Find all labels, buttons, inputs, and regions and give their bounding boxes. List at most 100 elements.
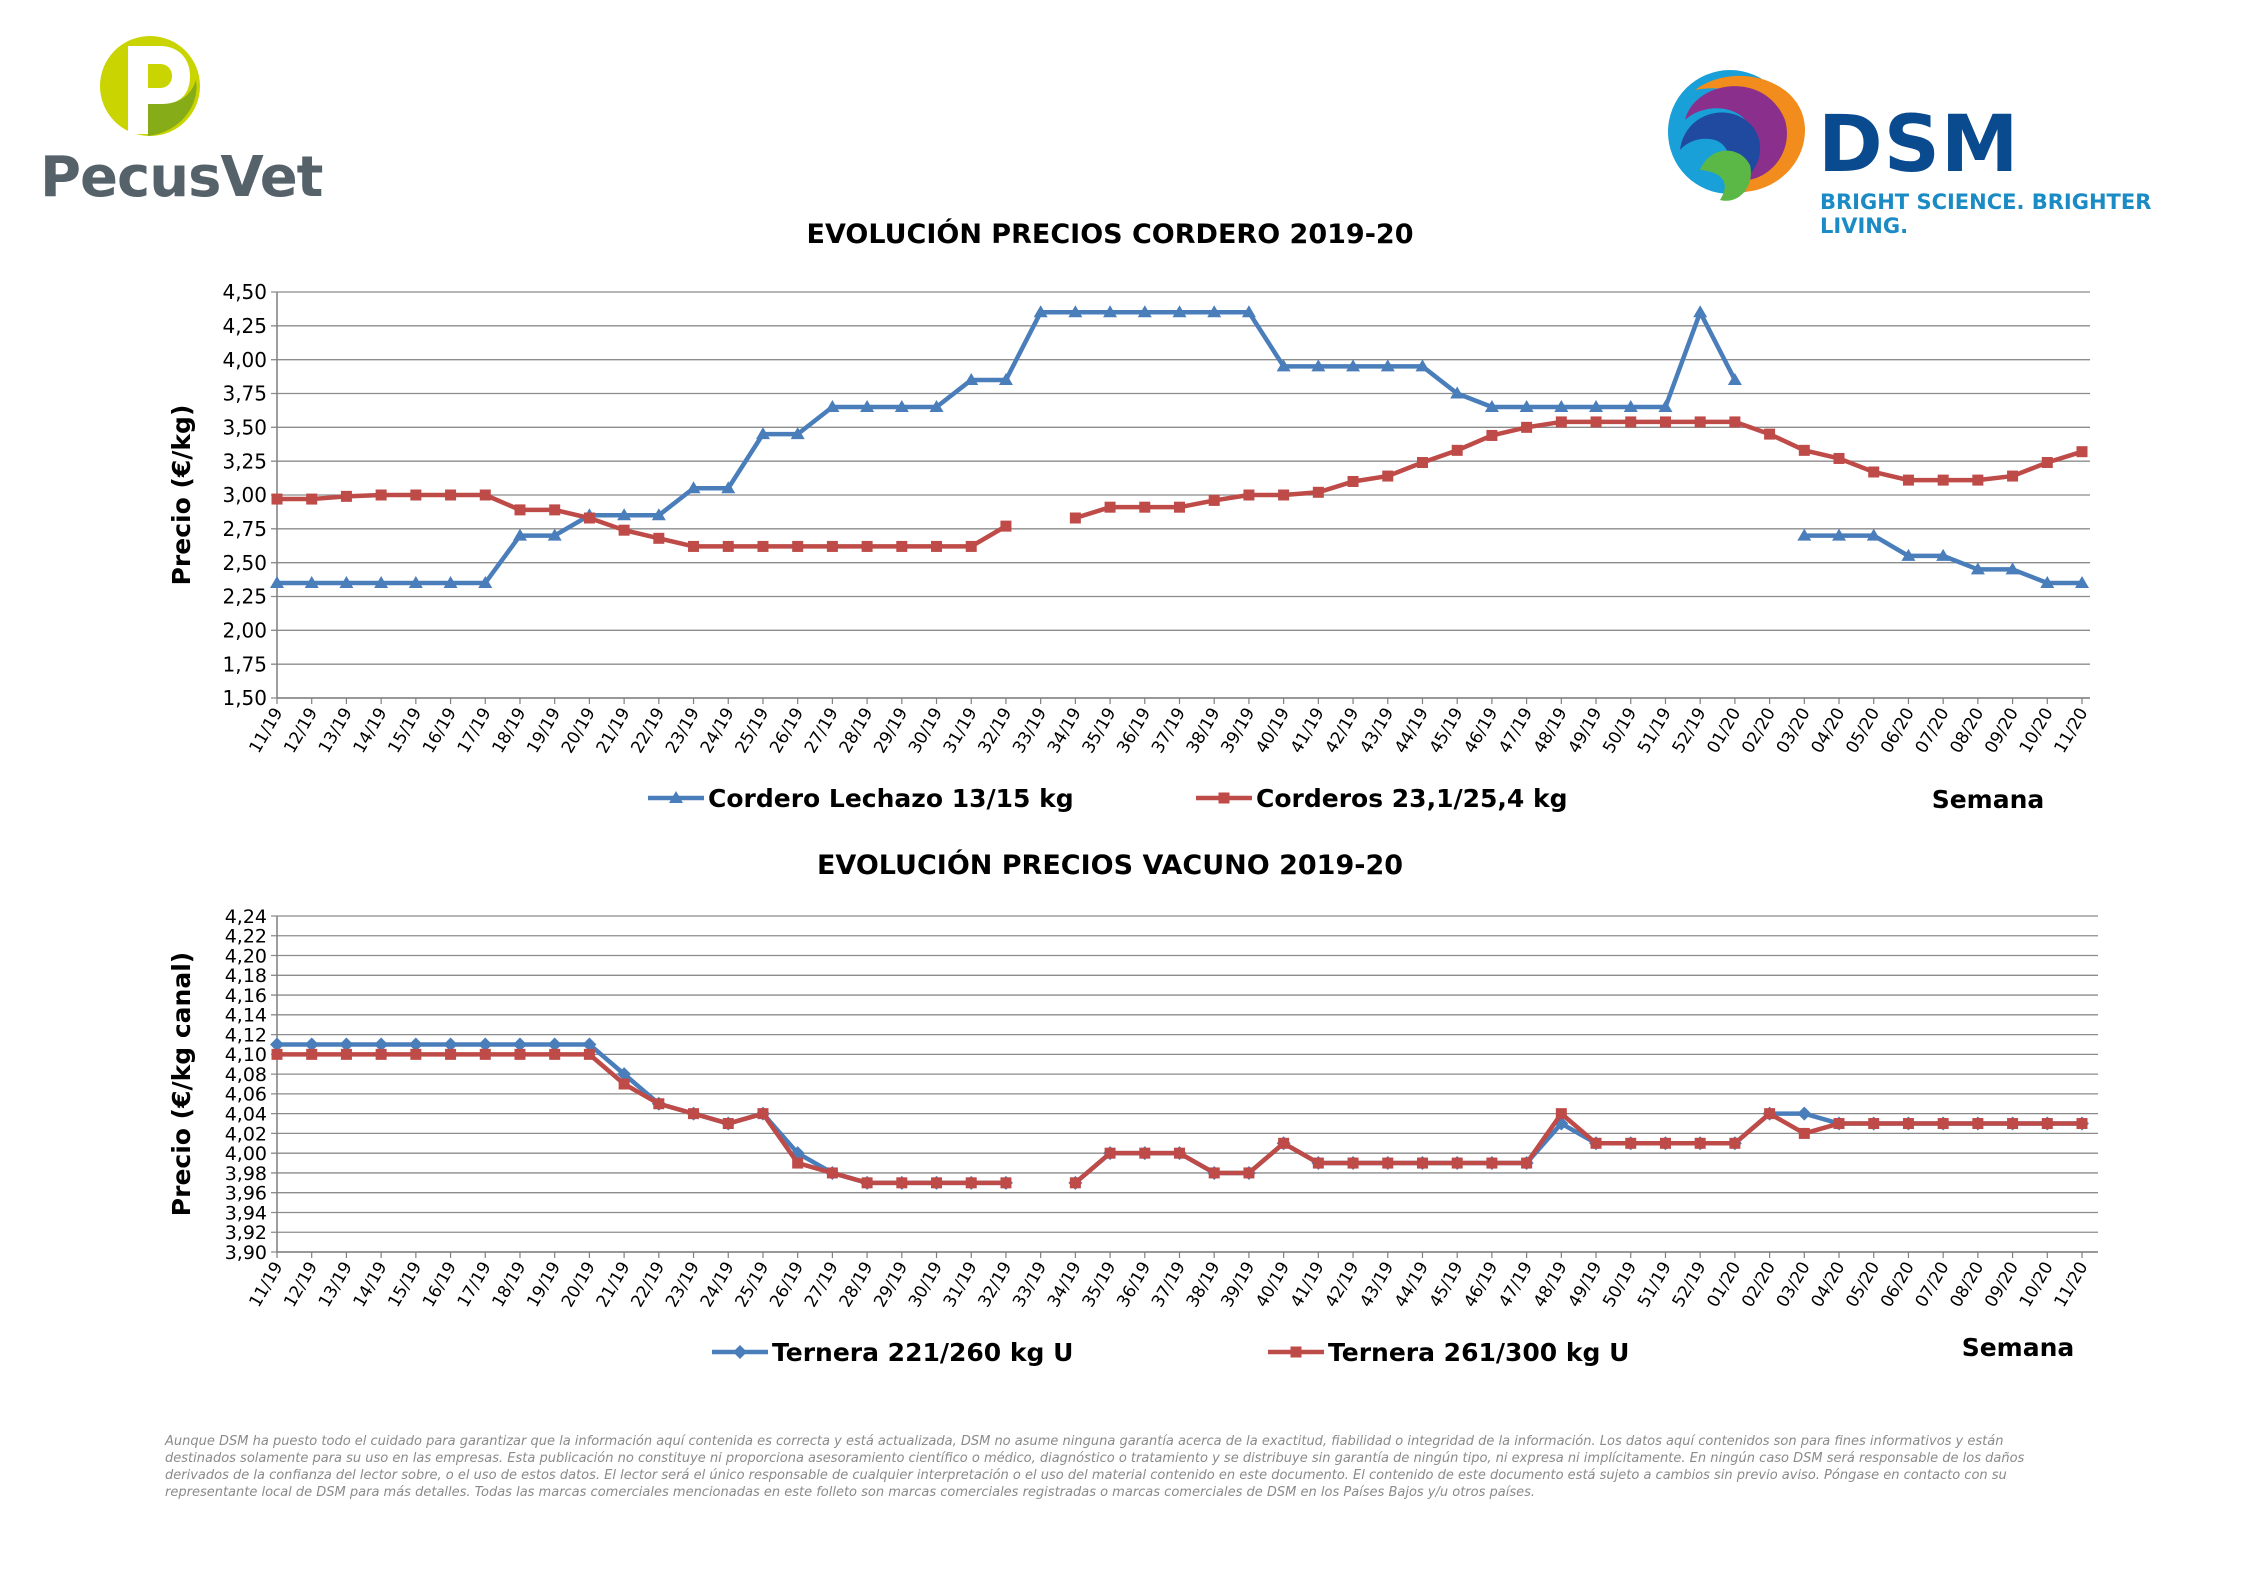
data-point: [998, 372, 1013, 385]
data-point: [1727, 372, 1742, 385]
data-point: [826, 1167, 838, 1179]
x-tick-label: 34/19: [1044, 705, 1086, 757]
data-point: [2076, 1118, 2088, 1130]
data-point: [1416, 457, 1428, 469]
y-tick-label: 4,12: [225, 1024, 267, 1046]
y-tick-label: 4,00: [225, 1143, 267, 1165]
data-point: [860, 400, 875, 413]
data-point: [304, 575, 319, 588]
data-point: [1625, 1137, 1637, 1149]
data-point: [445, 1048, 457, 1060]
data-point: [374, 575, 389, 588]
y-tick-label: 4,08: [225, 1064, 267, 1086]
y-axis-label: Precio (€/kg): [167, 405, 196, 586]
data-point: [478, 1037, 493, 1052]
data-point: [1069, 1177, 1081, 1189]
x-tick-label: 43/19: [1356, 1259, 1398, 1311]
x-tick-label: 51/19: [1634, 1259, 1676, 1311]
x-tick-label: 22/19: [627, 705, 669, 757]
data-point: [965, 540, 977, 552]
data-point: [1521, 421, 1533, 433]
data-point: [931, 1177, 943, 1189]
x-tick-label: 27/19: [801, 1259, 843, 1311]
data-point: [1450, 386, 1465, 399]
legend-marker: [1218, 792, 1230, 804]
x-tick-label: 37/19: [1148, 705, 1190, 757]
y-tick-label: 4,06: [225, 1084, 267, 1106]
pecusvet-logo-text: PecusVet: [40, 145, 323, 210]
x-tick-label: 25/19: [731, 705, 773, 757]
data-point: [1936, 548, 1951, 561]
data-point: [1276, 359, 1291, 372]
x-tick-label: 52/19: [1669, 1259, 1711, 1311]
x-tick-label: 33/19: [1009, 1259, 1051, 1311]
data-point: [1382, 470, 1394, 482]
data-point: [2041, 1118, 2053, 1130]
legend-label: Corderos 23,1/25,4 kg: [1256, 784, 1568, 813]
data-point: [1659, 1137, 1671, 1149]
data-point: [478, 575, 493, 588]
x-tick-label: 11/19: [246, 1259, 288, 1311]
data-point: [1694, 416, 1706, 428]
data-point: [1172, 305, 1187, 318]
dsm-logo-text: DSM: [1818, 100, 2020, 190]
data-point: [861, 540, 873, 552]
x-tick-label: 42/19: [1322, 705, 1364, 757]
data-point: [547, 1037, 562, 1052]
data-point: [512, 1037, 527, 1052]
y-tick-label: 2,25: [222, 585, 267, 609]
y-tick-label: 2,75: [222, 517, 267, 541]
x-tick-label: 39/19: [1217, 1259, 1259, 1311]
data-point: [2007, 470, 2019, 482]
data-point: [1797, 1106, 1812, 1121]
data-point: [653, 1098, 665, 1110]
data-point: [688, 1108, 700, 1120]
data-point: [1346, 359, 1361, 372]
data-point: [1902, 474, 1914, 486]
data-point: [1312, 1157, 1324, 1169]
series-line: [277, 1052, 1006, 1186]
x-tick-label: 49/19: [1565, 705, 1607, 757]
x-tick-label: 02/20: [1738, 705, 1780, 757]
y-tick-label: 4,22: [225, 926, 267, 948]
data-point: [896, 540, 908, 552]
data-point: [408, 1037, 423, 1052]
x-tick-label: 09/20: [1981, 1259, 2023, 1311]
data-point: [1451, 1157, 1463, 1169]
y-tick-label: 4,00: [222, 348, 267, 372]
data-point: [514, 504, 526, 516]
x-tick-label: 11/20: [2051, 705, 2093, 757]
chart-title: EVOLUCIÓN PRECIOS VACUNO 2019-20: [817, 849, 1403, 881]
data-point: [1623, 400, 1638, 413]
y-tick-label: 3,75: [222, 382, 267, 406]
x-tick-label: 23/19: [662, 705, 704, 757]
x-tick-label: 44/19: [1391, 1259, 1433, 1311]
y-tick-label: 4,02: [225, 1123, 267, 1145]
x-tick-label: 25/19: [731, 1259, 773, 1311]
x-tick-label: 34/19: [1044, 1259, 1086, 1311]
x-tick-label: 01/20: [1703, 1259, 1745, 1311]
data-point: [271, 1048, 283, 1060]
x-tick-label: 08/20: [1946, 1259, 1988, 1311]
data-point: [722, 540, 734, 552]
data-point: [304, 1037, 319, 1052]
x-tick-label: 14/19: [350, 705, 392, 757]
x-tick-label: 32/19: [974, 705, 1016, 757]
data-point: [1798, 1127, 1810, 1139]
data-point: [1000, 520, 1012, 532]
data-point: [375, 489, 387, 501]
data-point: [1798, 444, 1810, 456]
series-1: [270, 305, 2089, 588]
data-point: [964, 372, 979, 385]
x-tick-label: 45/19: [1426, 1259, 1468, 1311]
data-point: [790, 1146, 805, 1161]
x-tick-label: 05/20: [1842, 705, 1884, 757]
x-tick-label: 07/20: [1912, 1259, 1954, 1311]
data-point: [2007, 1118, 2019, 1130]
y-tick-label: 1,50: [222, 686, 267, 710]
series-line: [1073, 1111, 2082, 1185]
y-tick-label: 4,14: [225, 1005, 267, 1027]
x-tick-label: 32/19: [974, 1259, 1016, 1311]
data-point: [617, 508, 632, 521]
data-point: [2041, 457, 2053, 469]
